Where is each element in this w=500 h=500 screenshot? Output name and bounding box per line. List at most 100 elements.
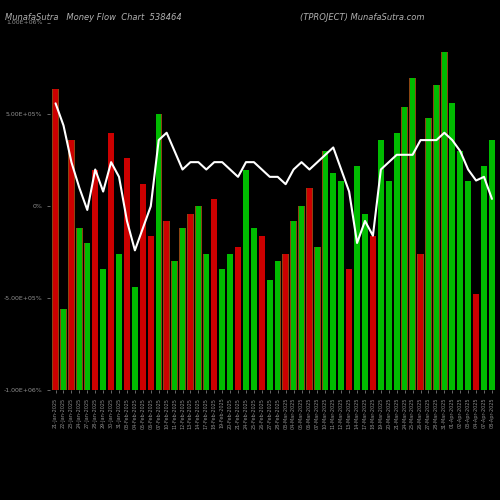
Bar	[481, 166, 487, 390]
Bar	[433, 85, 440, 390]
Bar	[250, 228, 257, 390]
Bar	[474, 294, 479, 390]
Bar	[410, 78, 416, 390]
Bar	[434, 85, 439, 390]
Bar	[53, 88, 59, 390]
Bar	[322, 151, 328, 390]
Bar	[362, 214, 368, 390]
Bar	[92, 170, 98, 390]
Bar	[68, 140, 74, 390]
Bar	[204, 254, 209, 390]
Bar	[188, 214, 194, 390]
Bar	[426, 118, 431, 390]
Bar	[203, 254, 209, 390]
Bar	[314, 246, 320, 390]
Bar	[298, 206, 304, 390]
Bar	[236, 246, 241, 390]
Bar	[156, 114, 162, 390]
Bar	[211, 199, 218, 390]
Bar	[188, 214, 193, 390]
Bar	[402, 107, 408, 390]
Bar	[306, 188, 312, 390]
Bar	[458, 151, 463, 390]
Bar	[124, 158, 130, 390]
Bar	[378, 140, 384, 390]
Bar	[243, 170, 249, 390]
Bar	[330, 173, 336, 390]
Bar	[338, 180, 344, 390]
Bar	[418, 254, 424, 390]
Bar	[84, 243, 90, 390]
Bar	[227, 254, 234, 390]
Bar	[258, 236, 265, 390]
Bar	[394, 132, 400, 390]
Bar	[450, 104, 455, 390]
Bar	[378, 140, 384, 390]
Bar	[100, 268, 106, 390]
Bar	[386, 180, 392, 390]
Bar	[402, 107, 407, 390]
Bar	[76, 228, 82, 390]
Bar	[274, 262, 281, 390]
Bar	[108, 132, 114, 390]
Bar	[235, 246, 241, 390]
Bar	[354, 166, 360, 390]
Bar	[124, 158, 130, 390]
Bar	[116, 254, 122, 390]
Bar	[172, 262, 177, 390]
Bar	[283, 254, 288, 390]
Bar	[394, 132, 400, 390]
Bar	[219, 268, 226, 390]
Bar	[108, 132, 114, 390]
Bar	[116, 254, 122, 390]
Bar	[291, 221, 296, 390]
Bar	[132, 287, 138, 390]
Bar	[410, 78, 416, 390]
Bar	[354, 166, 360, 390]
Bar	[338, 180, 344, 390]
Bar	[172, 262, 178, 390]
Bar	[418, 254, 424, 390]
Bar	[140, 184, 145, 390]
Bar	[473, 294, 480, 390]
Bar	[442, 52, 447, 390]
Bar	[370, 236, 376, 390]
Bar	[148, 236, 154, 390]
Bar	[314, 246, 320, 390]
Bar	[68, 140, 74, 390]
Bar	[212, 199, 217, 390]
Bar	[330, 173, 336, 390]
Bar	[259, 236, 264, 390]
Text: MunafaSutra   Money Flow  Chart  538464: MunafaSutra Money Flow Chart 538464	[5, 12, 182, 22]
Bar	[164, 221, 170, 390]
Bar	[275, 262, 280, 390]
Bar	[220, 268, 225, 390]
Bar	[140, 184, 146, 390]
Bar	[195, 206, 202, 390]
Text: (TPROJECT) MunafaSutra.com: (TPROJECT) MunafaSutra.com	[300, 12, 424, 22]
Bar	[156, 114, 162, 390]
Bar	[76, 228, 82, 390]
Bar	[426, 118, 432, 390]
Bar	[251, 228, 256, 390]
Bar	[290, 221, 297, 390]
Bar	[306, 188, 312, 390]
Bar	[441, 52, 448, 390]
Bar	[346, 268, 352, 390]
Bar	[362, 214, 368, 390]
Bar	[180, 228, 186, 390]
Bar	[370, 236, 376, 390]
Bar	[92, 170, 98, 390]
Bar	[60, 309, 66, 390]
Bar	[84, 243, 90, 390]
Bar	[100, 268, 106, 390]
Bar	[52, 88, 59, 390]
Bar	[322, 151, 328, 390]
Bar	[489, 140, 495, 390]
Bar	[465, 180, 471, 390]
Bar	[346, 268, 352, 390]
Bar	[449, 104, 456, 390]
Bar	[481, 166, 487, 390]
Bar	[164, 221, 170, 390]
Bar	[266, 280, 273, 390]
